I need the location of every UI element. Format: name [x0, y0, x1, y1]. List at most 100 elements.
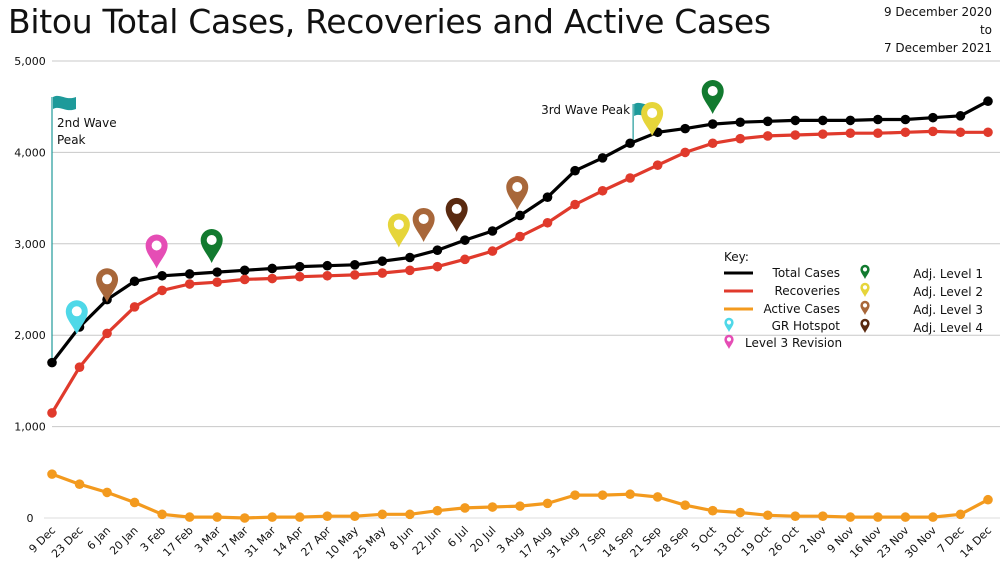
date-range: 9 December 2020 to 7 December 2021 [884, 3, 992, 57]
total-cases-point [432, 245, 443, 255]
active-cases-point [652, 492, 663, 502]
recoveries-point [322, 270, 333, 281]
recoveries-point [102, 328, 112, 339]
legend-pin-label: GR Hotspot [772, 319, 841, 333]
active-cases-point [157, 509, 167, 520]
marker-pin-adj-level-1 [200, 228, 223, 263]
active-cases-point [432, 505, 443, 516]
legend-pin-swatch-hole [862, 321, 868, 326]
recoveries-point [928, 126, 938, 137]
annotation-second-wave-peak: 2nd Wave [57, 116, 117, 130]
active-cases-point [460, 503, 470, 513]
marker-pin-gr-hotspot-body [65, 300, 88, 335]
recoveries-point [818, 129, 828, 139]
marker-pin-adj-level-3-body [506, 175, 529, 210]
y-tick-label: 2,000 [14, 329, 46, 342]
active-cases-point [955, 509, 966, 520]
total-cases-point [790, 115, 801, 126]
marker-pin-level-3-revision [145, 234, 168, 269]
recoveries-point [707, 138, 718, 149]
total-cases-point [597, 153, 608, 163]
active-cases-point [267, 512, 278, 522]
x-tick-label: 28 Sep [655, 524, 691, 560]
x-tick-label: 2 Nov [797, 524, 829, 556]
marker-pin-adj-level-1-hole [707, 86, 718, 97]
chart-title: Bitou Total Cases, Recoveries and Active… [8, 2, 771, 41]
active-cases-point [707, 505, 718, 516]
x-tick-label: 31 Mar [242, 524, 279, 561]
total-cases-point [735, 117, 746, 128]
total-cases-point [818, 115, 828, 126]
annotation-second-wave-peak: Peak [57, 133, 86, 147]
active-cases-point [47, 469, 57, 479]
marker-pin-adj-level-3-body [412, 207, 435, 242]
total-cases-point [460, 235, 470, 245]
legend-line-label: Total Cases [772, 266, 840, 280]
active-cases-point [542, 498, 553, 509]
marker-pin-level-3-revision-hole [151, 240, 162, 251]
total-cases-point [570, 165, 580, 176]
legend-pin-swatch-body [860, 300, 870, 315]
total-cases-point [873, 114, 883, 125]
recoveries-point [955, 127, 966, 138]
total-cases-point [405, 252, 415, 263]
active-cases-point [625, 489, 635, 500]
legend-pin-swatch-body [724, 334, 734, 349]
marker-pin-adj-level-2-body [641, 101, 664, 136]
total-cases-point [239, 265, 250, 276]
total-cases-point [845, 115, 856, 126]
legend-pin-swatch [724, 317, 734, 332]
marker-pin-gr-hotspot-hole [71, 306, 82, 317]
recoveries-point [597, 185, 608, 196]
marker-pin-adj-level-2 [387, 213, 410, 248]
total-cases-point [983, 96, 993, 107]
marker-pin-gr-hotspot [65, 300, 88, 335]
active-cases-point [405, 509, 415, 520]
x-tick-label: 20 Jan [107, 524, 141, 558]
recoveries-point [873, 128, 883, 139]
legend-pin-swatch-body [860, 282, 870, 297]
active-cases-point [322, 511, 333, 521]
active-cases-point [597, 490, 608, 500]
active-cases-point [129, 497, 140, 508]
legend-pin-swatch-body [860, 318, 870, 333]
recoveries-point [212, 277, 222, 287]
total-cases-point [625, 138, 635, 149]
recoveries-point [74, 362, 85, 372]
marker-pin-adj-level-2-hole [647, 107, 658, 118]
legend-pin-swatch-hole [862, 285, 868, 290]
total-cases-point [184, 269, 195, 279]
total-cases-point [762, 116, 773, 127]
active-cases-point [900, 512, 911, 522]
series-layer [47, 96, 993, 523]
recoveries-point [184, 279, 195, 289]
recoveries-point [542, 217, 553, 228]
recoveries-point [405, 265, 415, 276]
active-cases-point [983, 494, 993, 505]
active-cases-point [487, 502, 498, 512]
y-tick-label: 4,000 [14, 146, 46, 159]
annotation-third-wave-peak: 3rd Wave Peak [541, 103, 630, 117]
legend-line-label: Active Cases [763, 302, 840, 316]
legend-pin-swatch [860, 300, 870, 315]
legend: Key: Total Cases Recoveries Active Cases GR … [724, 250, 983, 350]
total-cases-point [129, 276, 140, 287]
marker-layer [65, 80, 724, 335]
recoveries-point [267, 273, 278, 284]
marker-pin-adj-level-3 [412, 207, 435, 242]
total-cases-point [47, 357, 57, 368]
y-axis: 0 1,000 2,000 3,000 4,000 5,000 [14, 55, 46, 525]
legend-pin-label: Adj. Level 2 [913, 285, 983, 299]
active-cases-point [184, 512, 195, 522]
marker-pin-adj-level-2-hole [393, 219, 404, 230]
legend-pin-swatch [860, 318, 870, 333]
marker-pin-level-3-revision-body [145, 234, 168, 269]
legend-title: Key: [724, 250, 749, 264]
x-tick-label: 14 Dec [958, 524, 995, 561]
marker-pin-adj-level-3 [96, 268, 119, 303]
active-cases-point [570, 490, 580, 500]
date-range-connector: to [979, 23, 992, 37]
active-cases-point [377, 509, 388, 520]
total-cases-point [955, 111, 966, 121]
